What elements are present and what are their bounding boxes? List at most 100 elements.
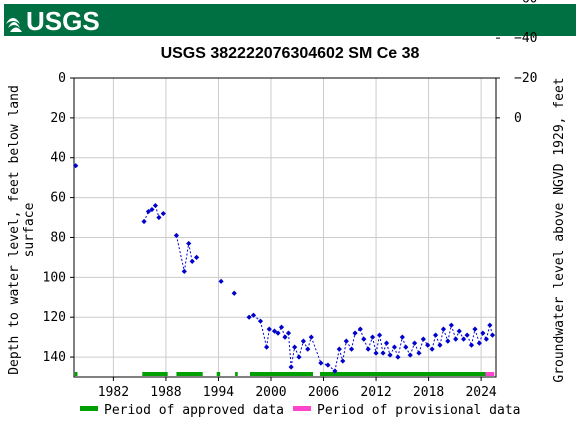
- data-point-60: [445, 338, 451, 344]
- data-point-2: [145, 208, 152, 215]
- x-tick-label-1994: 1994: [203, 385, 234, 400]
- data-point-61: [448, 322, 454, 328]
- legend: Period of approved data Period of provis…: [80, 403, 521, 418]
- data-point-10: [189, 258, 195, 264]
- y-left-tick-label-100: 100: [43, 270, 66, 285]
- connector-49: [397, 337, 403, 358]
- data-point-39: [361, 336, 367, 342]
- y-left-tick-label-140: 140: [43, 350, 66, 365]
- data-point-65: [464, 332, 470, 338]
- data-point-6: [160, 210, 166, 217]
- y-axis-right-title: Groundwater level above NGVD 1929, feet: [552, 77, 567, 382]
- data-point-3: [149, 206, 155, 213]
- y-right-tick-label--60: −60: [514, 0, 537, 6]
- connector-35: [342, 341, 347, 362]
- connector-17: [259, 321, 268, 348]
- data-point-41: [369, 334, 376, 340]
- approved-period-3: [216, 372, 221, 376]
- data-point-46: [387, 352, 393, 358]
- data-point-38: [357, 326, 363, 332]
- data-point-49: [399, 334, 405, 340]
- data-point-72: [489, 332, 496, 338]
- connector-30: [310, 336, 322, 364]
- approved-period-1: [142, 372, 168, 376]
- connector-18: [266, 329, 270, 348]
- approved-period-2: [176, 372, 203, 376]
- data-point-34: [340, 358, 346, 364]
- data-point-19: [271, 328, 278, 334]
- data-point-69: [480, 330, 486, 336]
- data-point-21: [278, 324, 285, 330]
- connector-62: [450, 325, 457, 340]
- x-axis: 1982 1988 1994 2000 2006 2012 2018 2024: [98, 377, 497, 400]
- y-left-tick-label-0: 0: [58, 71, 66, 86]
- data-point-16: [257, 318, 264, 324]
- data-point-27: [300, 338, 306, 344]
- data-point-11: [193, 254, 200, 260]
- x-tick-label-2024: 2024: [465, 385, 496, 400]
- connector-27: [298, 340, 304, 358]
- connector-24: [288, 333, 292, 368]
- connector-67: [470, 329, 476, 346]
- usgs-header-bar: [4, 4, 576, 36]
- approved-period-5: [249, 372, 314, 376]
- data-point-59: [440, 326, 447, 332]
- data-point-23: [285, 330, 292, 336]
- data-point-13: [231, 290, 237, 296]
- data-point-37: [352, 330, 358, 336]
- y-left-tick-label-120: 120: [43, 310, 66, 325]
- connector-71: [485, 325, 491, 340]
- y-right-tick-label--40: −40: [514, 31, 537, 46]
- data-point-53: [416, 350, 422, 356]
- data-point-55: [425, 342, 431, 348]
- y-axis-left-title-line1: Depth to water level, feet below land: [7, 85, 22, 375]
- approved-period-4: [235, 372, 238, 376]
- chart-grid: [74, 77, 496, 377]
- connector-8: [175, 235, 185, 272]
- data-point-18: [266, 326, 272, 332]
- connector-44: [379, 335, 384, 354]
- connector-25: [290, 347, 296, 368]
- x-tick-label-2006: 2006: [308, 385, 339, 400]
- data-point-17: [264, 344, 270, 350]
- usgs-logo: USGS: [6, 6, 100, 36]
- data-point-25: [292, 344, 298, 350]
- data-point-42: [373, 350, 379, 356]
- connector-54: [418, 338, 424, 354]
- data-point-56: [429, 346, 435, 352]
- x-tick-label-2012: 2012: [360, 385, 391, 400]
- data-point-0: [73, 163, 79, 169]
- connector-10: [188, 243, 193, 262]
- data-point-5: [156, 214, 162, 221]
- legend-approved-label: Period of approved data: [104, 403, 284, 418]
- connector-57: [431, 335, 437, 350]
- x-tick-label-1982: 1982: [98, 385, 129, 400]
- y-right-tick-label-0: 0: [514, 111, 522, 126]
- y-left-tick-label-80: 80: [50, 230, 66, 245]
- connector-33: [334, 348, 340, 372]
- data-point-36: [348, 346, 355, 352]
- data-periods: [74, 372, 495, 376]
- data-point-58: [437, 342, 443, 348]
- data-point-43: [376, 332, 383, 338]
- data-point-22: [282, 334, 288, 340]
- usgs-logo-text: USGS: [26, 6, 100, 36]
- data-point-54: [420, 336, 426, 342]
- data-point-47: [391, 344, 398, 350]
- legend-approved-swatch: [80, 406, 98, 411]
- connector-43: [375, 335, 381, 354]
- data-point-29: [308, 334, 314, 340]
- data-point-40: [365, 346, 371, 352]
- data-point-7: [173, 232, 180, 239]
- data-point-71: [487, 322, 493, 328]
- data-point-15: [250, 312, 257, 318]
- data-point-67: [472, 326, 478, 332]
- y-left-tick-label-60: 60: [50, 191, 66, 206]
- x-tick-label-2000: 2000: [255, 385, 286, 400]
- data-point-57: [432, 332, 439, 338]
- data-point-31: [325, 362, 331, 368]
- data-point-64: [461, 336, 467, 342]
- connector-68: [474, 329, 480, 344]
- chart-title: USGS 382222076304602 SM Ce 38: [161, 45, 420, 62]
- data-point-32: [332, 368, 338, 374]
